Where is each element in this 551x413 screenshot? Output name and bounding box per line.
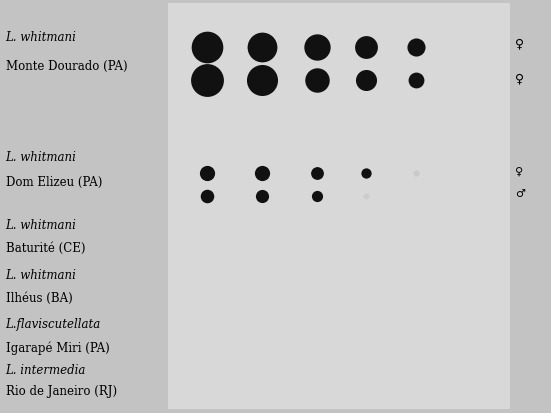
- Point: [312, 77, 321, 84]
- Text: L. intermedia: L. intermedia: [6, 363, 86, 376]
- Point: [412, 77, 420, 84]
- Point: [202, 77, 211, 84]
- Point: [312, 170, 321, 177]
- Point: [362, 193, 371, 199]
- Bar: [168, 4, 510, 409]
- Point: [312, 193, 321, 199]
- Point: [257, 193, 266, 199]
- Point: [202, 193, 211, 199]
- Point: [412, 170, 420, 177]
- Text: Igarapé Miri (PA): Igarapé Miri (PA): [6, 340, 109, 354]
- Point: [202, 170, 211, 177]
- Text: L. whitmani: L. whitmani: [6, 150, 77, 164]
- Point: [257, 77, 266, 84]
- Point: [257, 44, 266, 51]
- Point: [202, 44, 211, 51]
- Text: Baturité (CE): Baturité (CE): [6, 241, 85, 254]
- Text: ♂: ♂: [515, 188, 525, 198]
- Text: Rio de Janeiro (RJ): Rio de Janeiro (RJ): [6, 384, 117, 397]
- Point: [312, 44, 321, 51]
- Text: L. whitmani: L. whitmani: [6, 268, 77, 281]
- Text: ♀: ♀: [515, 166, 523, 176]
- Point: [257, 170, 266, 177]
- Text: ♀: ♀: [515, 37, 525, 50]
- Text: L.flaviscutellata: L.flaviscutellata: [6, 318, 101, 331]
- Text: L. whitmani: L. whitmani: [6, 31, 77, 44]
- Point: [362, 77, 371, 84]
- Text: ♀: ♀: [515, 72, 525, 85]
- Text: Ilhéus (BA): Ilhéus (BA): [6, 291, 72, 304]
- Point: [362, 170, 371, 177]
- Point: [362, 44, 371, 51]
- Point: [412, 44, 420, 51]
- Text: Monte Dourado (PA): Monte Dourado (PA): [6, 59, 127, 73]
- Text: L. whitmani: L. whitmani: [6, 218, 77, 232]
- Text: Dom Elizeu (PA): Dom Elizeu (PA): [6, 175, 102, 188]
